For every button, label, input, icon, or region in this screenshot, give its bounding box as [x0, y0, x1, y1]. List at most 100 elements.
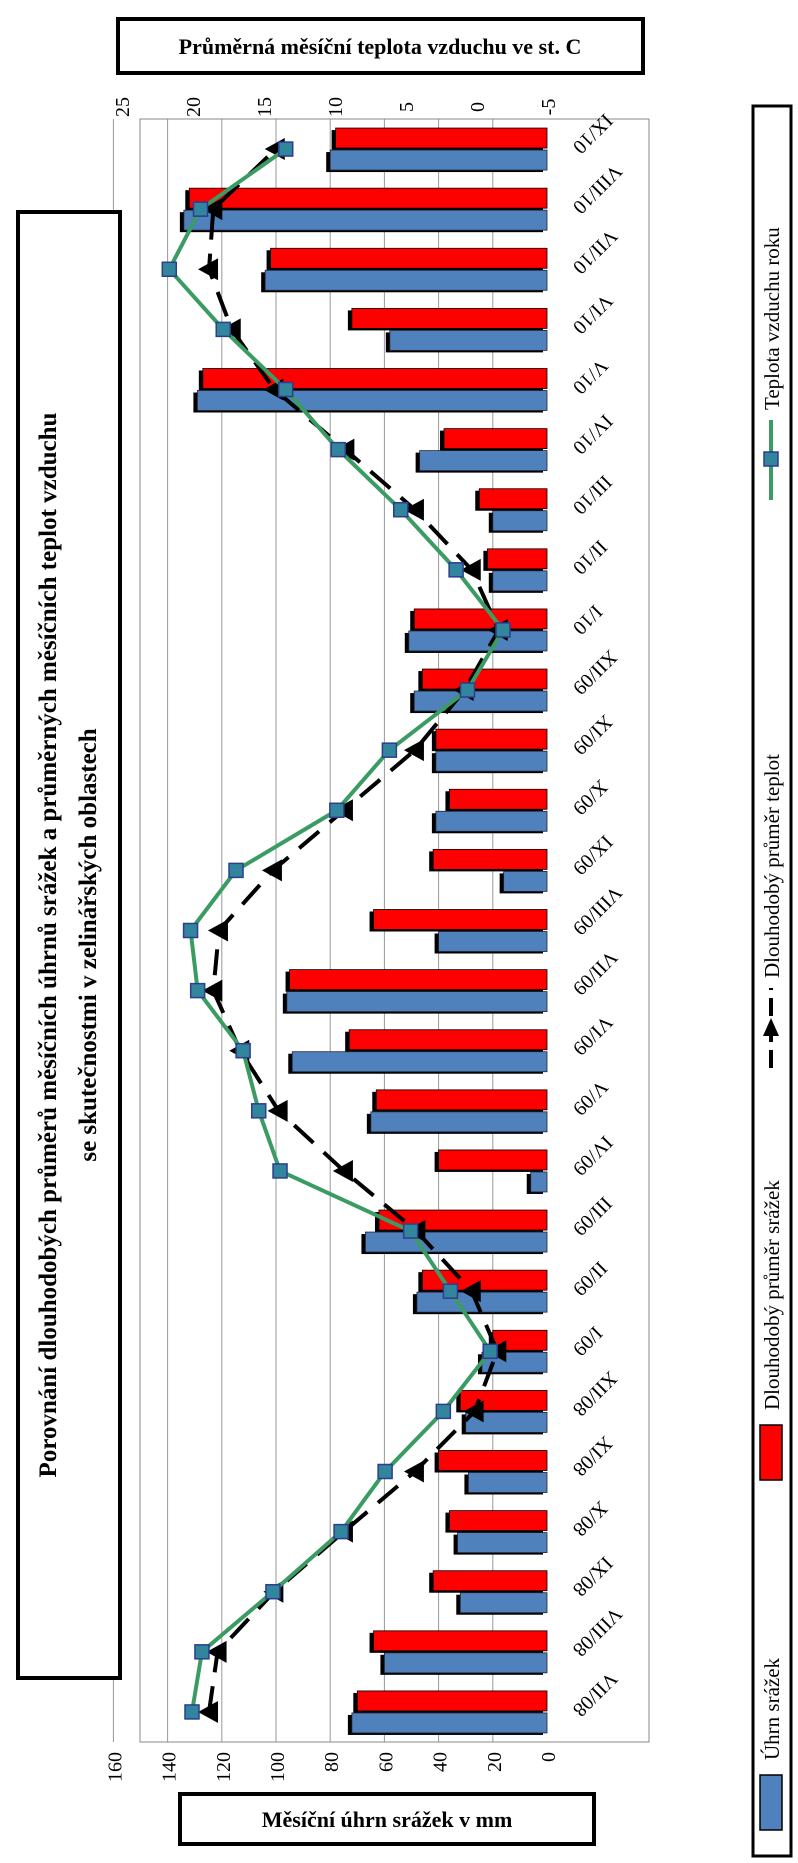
long-term-precip-bar — [486, 548, 548, 570]
bars — [179, 127, 548, 1735]
actual-temp-marker — [495, 622, 511, 638]
precip-axis-label: Měsíční úhrn srážek v mm — [262, 1807, 513, 1832]
actual-temp-marker — [402, 1223, 419, 1239]
category-label: II/10 — [568, 536, 611, 579]
legend-item-teplota-vzduchu-roku: Teplota vzduchu roku — [760, 227, 784, 500]
category-label: IX/08 — [568, 1552, 617, 1601]
long-term-temp-marker — [403, 1460, 424, 1483]
category-label: VIII/10 — [568, 160, 626, 218]
actual-temp-marker — [272, 1163, 288, 1179]
precip-bar — [408, 630, 548, 652]
category-label: VII/09 — [568, 946, 621, 999]
precip-tick-label: 60 — [375, 1752, 397, 1772]
long-term-temp-marker — [267, 1099, 288, 1122]
long-term-temp-marker — [403, 739, 424, 762]
legend-swatch-uhrn-srazek — [759, 1774, 783, 1831]
long-term-precip-bar — [449, 788, 548, 810]
precip-bar — [457, 1532, 548, 1554]
temp-axis-label-box: Průměrná měsíční teplota vzduchu ve st. … — [116, 17, 645, 75]
actual-temp-marker — [265, 1583, 281, 1600]
temp-tick-label: 20 — [183, 97, 205, 117]
category-label: III/09 — [568, 1192, 616, 1240]
long-term-temp-marker — [460, 558, 481, 581]
long-term-temp-marker — [198, 258, 219, 281]
precip-tick-label: 40 — [430, 1752, 452, 1772]
actual-temp-marker — [161, 261, 178, 278]
precip-bar — [530, 1171, 548, 1193]
precip-bar — [351, 1712, 548, 1734]
long-term-temp-marker — [460, 1280, 481, 1303]
precip-bar — [183, 209, 548, 231]
ticks: 0 20 40 60 80 100 120 140 160 -5 0 5 10 15 20 25 — [104, 97, 560, 1782]
long-term-precip-bar — [435, 728, 548, 750]
category-label: I/10 — [568, 600, 606, 638]
category-label: V/10 — [568, 354, 612, 398]
lines — [161, 138, 511, 1723]
actual-temp-marker — [459, 682, 476, 698]
category-label: XII/08 — [568, 1367, 621, 1420]
legend-label-teplota-vzduchu-roku: Teplota vzduchu roku — [760, 227, 784, 410]
precip-tick-label: 140 — [159, 1752, 181, 1782]
long-term-precip-bar — [478, 488, 548, 510]
long-term-precip-bar — [270, 247, 548, 269]
precip-tick-label: 0 — [538, 1752, 560, 1762]
actual-temp-marker — [377, 1463, 393, 1480]
actual-temp-marker — [215, 321, 231, 338]
precip-bar — [492, 570, 548, 592]
long-term-precip-bar — [348, 1029, 548, 1051]
precip-tick-label: 120 — [213, 1752, 235, 1782]
category-label: IV/10 — [568, 410, 617, 459]
precip-bar — [197, 390, 548, 411]
category-label: VIII/08 — [568, 1603, 626, 1661]
precip-bar — [291, 1051, 548, 1073]
legend-label-uhrn-srazek: Úhrn srážek — [760, 1657, 784, 1760]
actual-temp-marker — [435, 1403, 452, 1420]
long-term-precip-bar — [356, 1690, 548, 1712]
legend-marker-dlouhodoby-prumer-teplot — [763, 1018, 779, 1036]
category-label: VII/08 — [568, 1667, 621, 1720]
precip-bar — [264, 269, 548, 291]
actual-temp-marker — [194, 1644, 210, 1660]
long-term-precip-bar — [351, 307, 548, 329]
legend-item-dlouhodoby-prumer-teplot: Dlouhodobý průměr teplot — [760, 754, 784, 1068]
legend-item-dlouhodoby-prumer-srazek: Dlouhodobý průměr srážek — [759, 1180, 784, 1481]
actual-temp-marker — [192, 201, 209, 217]
legend-swatch-dlouhodoby-prumer-srazek — [759, 1424, 783, 1481]
actual-temp-marker — [182, 922, 199, 939]
actual-temp-marker — [381, 742, 398, 758]
legend-marker-teplota-vzduchu-roku — [763, 451, 779, 467]
temp-axis-label: Průměrná měsíční teplota vzduchu ve st. … — [179, 34, 582, 59]
precip-bar — [503, 870, 548, 892]
category-label: XII/09 — [568, 646, 621, 699]
long-term-precip-bar — [413, 608, 548, 630]
temp-tick-label: 25 — [112, 97, 134, 117]
category-label: I/09 — [568, 1322, 606, 1360]
category-label: X/09 — [568, 775, 612, 819]
actual-temp-marker — [448, 562, 464, 578]
category-label: IV/09 — [568, 1131, 617, 1180]
precip-bar — [435, 750, 548, 772]
legend-item-uhrn-srazek: Úhrn srážek — [759, 1657, 784, 1831]
precip-tick-label: 160 — [104, 1752, 126, 1782]
long-term-temp-marker — [202, 979, 223, 1002]
long-term-precip-bar — [449, 1510, 548, 1532]
legend: Úhrn srážek Dlouhodobý průměr srážek Dlo… — [751, 104, 793, 1858]
actual-temp-marker — [482, 1343, 498, 1360]
legend-label-dlouhodoby-prumer-teplot: Dlouhodobý průměr teplot — [760, 754, 784, 978]
long-term-precip-bar — [432, 848, 548, 870]
plot-area-border — [139, 118, 650, 1743]
long-term-precip-bar — [373, 909, 548, 930]
long-term-temp-marker — [206, 1640, 227, 1663]
precip-tick-label: 100 — [267, 1752, 289, 1782]
precip-bar — [413, 690, 548, 712]
precip-bar — [383, 1652, 548, 1674]
long-term-precip-bar — [421, 668, 548, 690]
precip-bar — [370, 1111, 548, 1133]
precip-tick-label: 20 — [484, 1752, 506, 1772]
long-term-temp-marker — [261, 859, 282, 882]
long-term-precip-bar — [432, 1570, 548, 1592]
precip-bar — [286, 991, 548, 1013]
precip-bar — [459, 1592, 548, 1614]
